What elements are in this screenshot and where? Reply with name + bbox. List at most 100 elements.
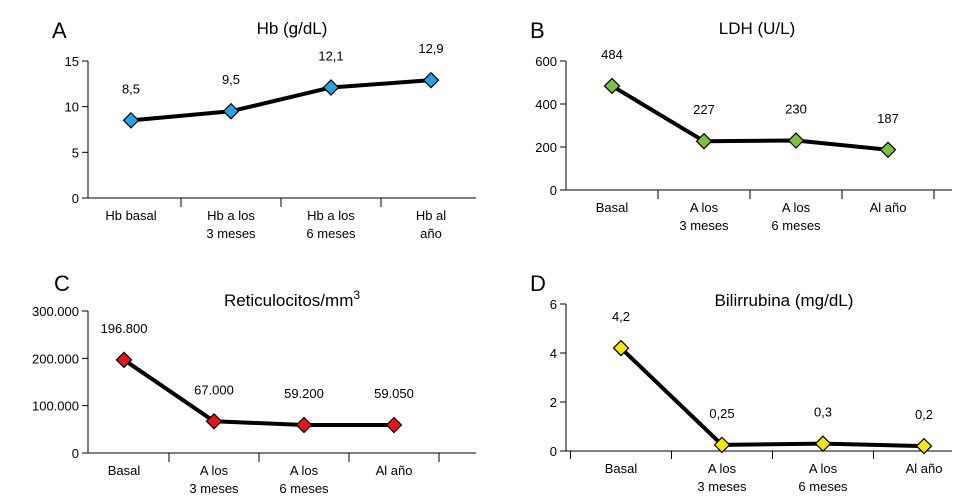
y-tick-label: 6 <box>550 297 557 312</box>
data-label: 0,3 <box>814 405 832 420</box>
data-label: 230 <box>785 102 807 117</box>
data-label: 59.050 <box>374 386 414 401</box>
x-tick-label-line: A los <box>809 461 838 476</box>
panel-letter: D <box>530 271 546 296</box>
x-tick-label: A los 3 meses <box>189 463 239 496</box>
data-point-marker <box>205 412 223 430</box>
series-line <box>129 78 433 123</box>
x-tick-label-line: Al año <box>376 463 413 478</box>
data-label: 484 <box>601 47 623 62</box>
y-tick-label: 0 <box>550 444 557 459</box>
data-label: 12,1 <box>318 48 343 63</box>
chart-panel-d: D Bilirrubina (mg/dL) 0 2 4 6 Basal A los 3 mese… <box>530 271 952 494</box>
data-point-marker <box>713 436 731 454</box>
data-point-marker <box>612 339 630 357</box>
chart-panel-c: C Reticulocitos/mm3 0 100.000 200.000 300.000… <box>32 271 476 496</box>
y-tick-label: 600 <box>535 54 557 69</box>
y-tick-label: 0 <box>72 446 79 461</box>
chart-title: Hb (g/dL) <box>257 19 328 38</box>
chart-title-text: Reticulocitos/mm <box>224 291 353 310</box>
x-tick-label: Al año <box>870 200 907 215</box>
x-tick-label-line: Hb basal <box>105 208 156 223</box>
x-tick-label-line: A los <box>200 463 229 478</box>
x-tick-label: Hb a los 6 meses <box>306 208 356 241</box>
data-label: 227 <box>693 102 715 117</box>
x-tick-label: Basal <box>605 461 638 476</box>
x-tick-label-line: A los <box>708 461 737 476</box>
data-label: 187 <box>877 111 899 126</box>
y-tick-label: 10 <box>65 100 79 115</box>
data-point-marker <box>879 141 897 159</box>
data-label: 9,5 <box>222 72 240 87</box>
x-tick-label: A los 6 meses <box>279 463 329 496</box>
data-label: 0,2 <box>915 407 933 422</box>
data-label: 59.200 <box>284 386 324 401</box>
x-tick-label-line: 6 meses <box>771 218 821 233</box>
y-tick-label: 0 <box>550 183 557 198</box>
x-tick-label-line: Hb al <box>416 208 446 223</box>
chart-title: Reticulocitos/mm3 <box>224 288 360 310</box>
chart-panel-a: A Hb (g/dL) 0 5 10 15 Hb basal Hb a los 3 meses H… <box>52 18 476 241</box>
x-tick-label-line: 3 meses <box>206 226 256 241</box>
data-point-marker <box>222 102 240 120</box>
x-tick-label-line: 6 meses <box>798 479 848 494</box>
x-tick-label: Basal <box>108 463 141 478</box>
x-tick-label: A los 3 meses <box>679 200 729 233</box>
data-point-marker <box>422 71 440 89</box>
data-label: 196.800 <box>101 321 148 336</box>
y-tick-label: 15 <box>65 54 79 69</box>
data-point-marker <box>787 132 805 149</box>
data-label: 0,25 <box>709 406 734 421</box>
x-tick-label-line: 3 meses <box>697 479 747 494</box>
data-point-marker <box>915 437 933 455</box>
x-tick-label: A los 3 meses <box>697 461 747 494</box>
x-tick-label-line: A los <box>290 463 319 478</box>
data-point-marker <box>322 79 340 96</box>
chart-title: LDH (U/L) <box>719 19 796 38</box>
panel-letter: B <box>530 18 545 43</box>
y-tick-label: 2 <box>550 395 557 410</box>
data-point-marker <box>115 351 133 369</box>
x-tick-label: Hb al año <box>416 208 446 241</box>
data-point-marker <box>814 435 832 452</box>
panel-letter: A <box>52 18 67 43</box>
y-tick-label: 200 <box>535 140 557 155</box>
data-label: 12,9 <box>418 41 443 56</box>
data-point-marker <box>295 416 313 434</box>
y-tick-label: 100.000 <box>32 399 79 414</box>
y-tick-label: 200.000 <box>32 351 79 366</box>
x-tick-label: Al año <box>906 461 943 476</box>
x-tick-label-line: Basal <box>596 200 629 215</box>
chart-title: Bilirrubina (mg/dL) <box>715 291 854 310</box>
y-tick-label: 4 <box>550 346 557 361</box>
data-label: 67.000 <box>194 382 234 397</box>
x-tick-label-line: 6 meses <box>279 481 329 496</box>
data-point-marker <box>122 112 140 129</box>
chart-title-superscript: 3 <box>353 288 360 302</box>
x-tick-label: Basal <box>596 200 629 215</box>
y-tick-label: 400 <box>535 97 557 112</box>
data-label: 8,5 <box>122 81 140 96</box>
data-point-marker <box>695 132 713 150</box>
x-tick-label-line: 6 meses <box>306 226 356 241</box>
panel-letter: C <box>54 271 70 296</box>
x-tick-label-line: 3 meses <box>679 218 729 233</box>
x-tick-label: A los 6 meses <box>798 461 848 494</box>
x-tick-label-line: Hb a los <box>207 208 255 223</box>
x-tick-label-line: 3 meses <box>189 481 239 496</box>
x-tick-label-line: Al año <box>906 461 943 476</box>
x-tick-label-line: Basal <box>108 463 141 478</box>
x-tick-label: Al año <box>376 463 413 478</box>
series-line <box>619 346 926 449</box>
x-tick-label: A los 6 meses <box>771 200 821 233</box>
y-tick-label: 5 <box>72 145 79 160</box>
series-line <box>122 357 396 428</box>
y-tick-label: 300.000 <box>32 304 79 319</box>
x-tick-label-line: A los <box>782 200 811 215</box>
y-tick-label: 0 <box>72 191 79 206</box>
x-tick-label-line: año <box>420 226 442 241</box>
x-tick-label-line: Hb a los <box>307 208 355 223</box>
x-tick-label-line: Al año <box>870 200 907 215</box>
